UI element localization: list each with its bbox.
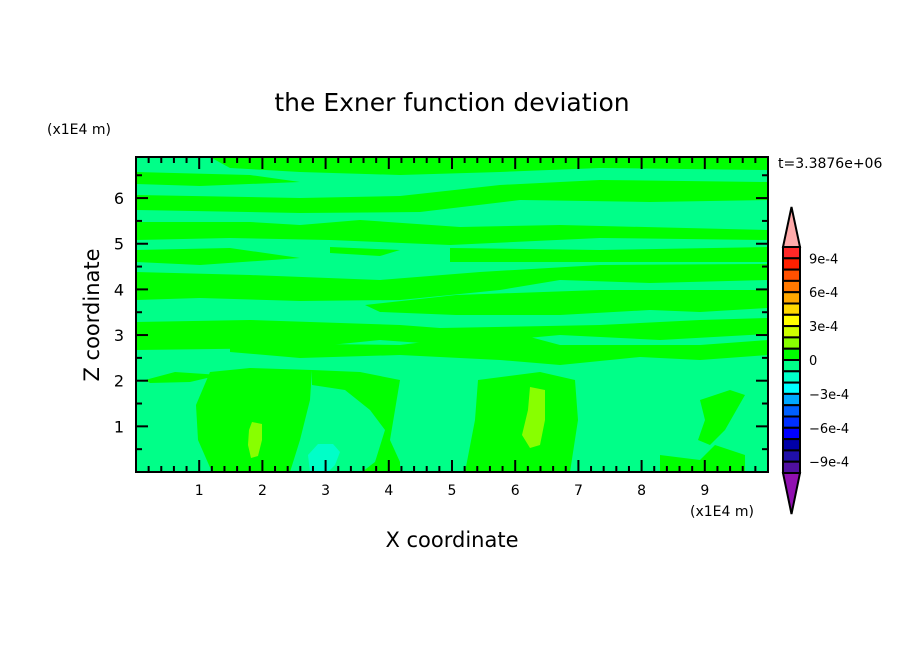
colorbar-over-triangle: [781, 206, 802, 248]
colorbar-box: [782, 460, 801, 475]
colorbar-box: [782, 336, 801, 350]
colorbar-box: [782, 302, 801, 316]
x-unit-label: (x1E4 m): [690, 504, 754, 520]
y-tick-label: 6: [114, 189, 124, 208]
y-tick-label: 5: [114, 235, 124, 254]
colorbar-box: [782, 347, 801, 362]
colorbar-label: −9e-4: [809, 456, 849, 471]
plot-frame: [135, 156, 769, 473]
y-tick-labels: 1 2 3 4 5 6: [114, 189, 124, 436]
y-tick-label: 4: [114, 280, 124, 299]
y-tick-label: 3: [114, 326, 124, 345]
contour-region-positive: [196, 368, 312, 472]
x-tick-label: 4: [384, 483, 393, 499]
colorbar-box: [782, 404, 801, 418]
contour-region-strong-positive: [248, 422, 262, 458]
contour-regions: [136, 157, 768, 472]
x-tick-label: 8: [637, 483, 646, 499]
colorbar-box: [782, 359, 801, 373]
colorbar: 9e-4 6e-4 3e-4 0 −3e-4 −6e-4 −9e-4: [781, 206, 849, 515]
x-tick-label: 6: [511, 483, 520, 499]
contour-region-negative: [308, 444, 340, 472]
y-tick-label: 2: [114, 372, 124, 391]
colorbar-box: [782, 279, 801, 294]
contour-region-positive: [365, 290, 768, 315]
time-annotation: t=3.3876e+06: [778, 156, 882, 172]
contour-region-positive: [230, 337, 768, 365]
colorbar-box: [782, 415, 801, 429]
colorbar-box: [782, 438, 801, 452]
contour-region-positive: [660, 445, 745, 472]
colorbar-box: [782, 381, 801, 395]
x-tick-label: 3: [321, 483, 330, 499]
y-axis-label: Z coordinate: [80, 248, 104, 381]
colorbar-box: [782, 246, 801, 260]
x-tick-label: 1: [195, 483, 204, 499]
colorbar-label: −6e-4: [809, 422, 849, 437]
contour-region-positive: [465, 372, 578, 472]
contour-region-positive: [136, 264, 768, 301]
x-tick-label: 9: [700, 483, 709, 499]
contour-region-positive: [330, 247, 400, 256]
colorbar-box: [782, 268, 801, 282]
colorbar-box: [782, 426, 801, 441]
colorbar-box: [782, 257, 801, 271]
contour-region-positive: [136, 180, 768, 213]
contour-region-positive: [136, 220, 768, 245]
x-tick-label: 5: [448, 483, 457, 499]
colorbar-box: [782, 370, 801, 384]
contour-region-positive: [312, 370, 400, 472]
colorbar-box: [782, 325, 801, 339]
y-tick-label: 1: [114, 417, 124, 436]
x-tick-labels: 1 2 3 4 5 6 7 8 9: [195, 483, 710, 499]
contour-region-positive: [136, 172, 300, 186]
colorbar-box: [782, 449, 801, 463]
chart-title: the Exner function deviation: [274, 88, 629, 117]
y-unit-label: (x1E4 m): [47, 122, 111, 138]
colorbar-label: 3e-4: [809, 320, 838, 335]
x-axis-label: X coordinate: [385, 528, 518, 552]
colorbar-under-triangle: [781, 472, 802, 515]
colorbar-label: 0: [809, 354, 817, 369]
x-tick-label: 2: [258, 483, 267, 499]
colorbar-label: 6e-4: [809, 286, 838, 301]
contour-region-positive: [450, 247, 768, 262]
plot-area: [135, 156, 769, 473]
colorbar-box: [782, 392, 801, 407]
contour-region-positive: [145, 372, 220, 383]
contour-region-positive: [698, 390, 745, 445]
x-tick-label: 7: [574, 483, 583, 499]
colorbar-label: −3e-4: [809, 388, 849, 403]
colorbar-label: 9e-4: [809, 252, 838, 267]
contour-region-positive: [136, 248, 300, 265]
contour-region-positive: [136, 318, 768, 350]
contour-region-strong-positive: [522, 387, 545, 448]
colorbar-box: [782, 313, 801, 328]
colorbar-box: [782, 291, 801, 305]
